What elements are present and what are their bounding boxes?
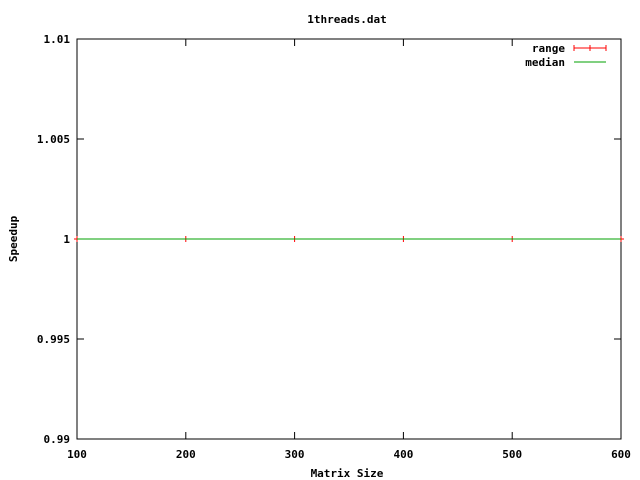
y-tick-label: 0.99 [44, 433, 71, 446]
x-tick-label: 400 [393, 448, 413, 461]
series-layer [74, 236, 624, 242]
legend-label-range: range [532, 42, 565, 55]
legend-label-median: median [525, 56, 565, 69]
x-tick-label: 100 [67, 448, 87, 461]
x-tick-label: 200 [176, 448, 196, 461]
y-tick-label: 1.01 [44, 33, 71, 46]
x-axis-label: Matrix Size [311, 467, 384, 480]
y-axis: 0.99 0.995 1 1.005 1.01 [37, 33, 621, 446]
x-tick-label: 600 [611, 448, 631, 461]
y-tick-label: 0.995 [37, 333, 70, 346]
chart-title: 1threads.dat [307, 13, 386, 26]
y-axis-label: Speedup [7, 215, 20, 262]
x-axis: 100 200 300 400 500 600 [67, 39, 631, 461]
x-tick-label: 500 [502, 448, 522, 461]
y-tick-label: 1 [63, 233, 70, 246]
x-tick-label: 300 [285, 448, 305, 461]
y-tick-label: 1.005 [37, 133, 70, 146]
